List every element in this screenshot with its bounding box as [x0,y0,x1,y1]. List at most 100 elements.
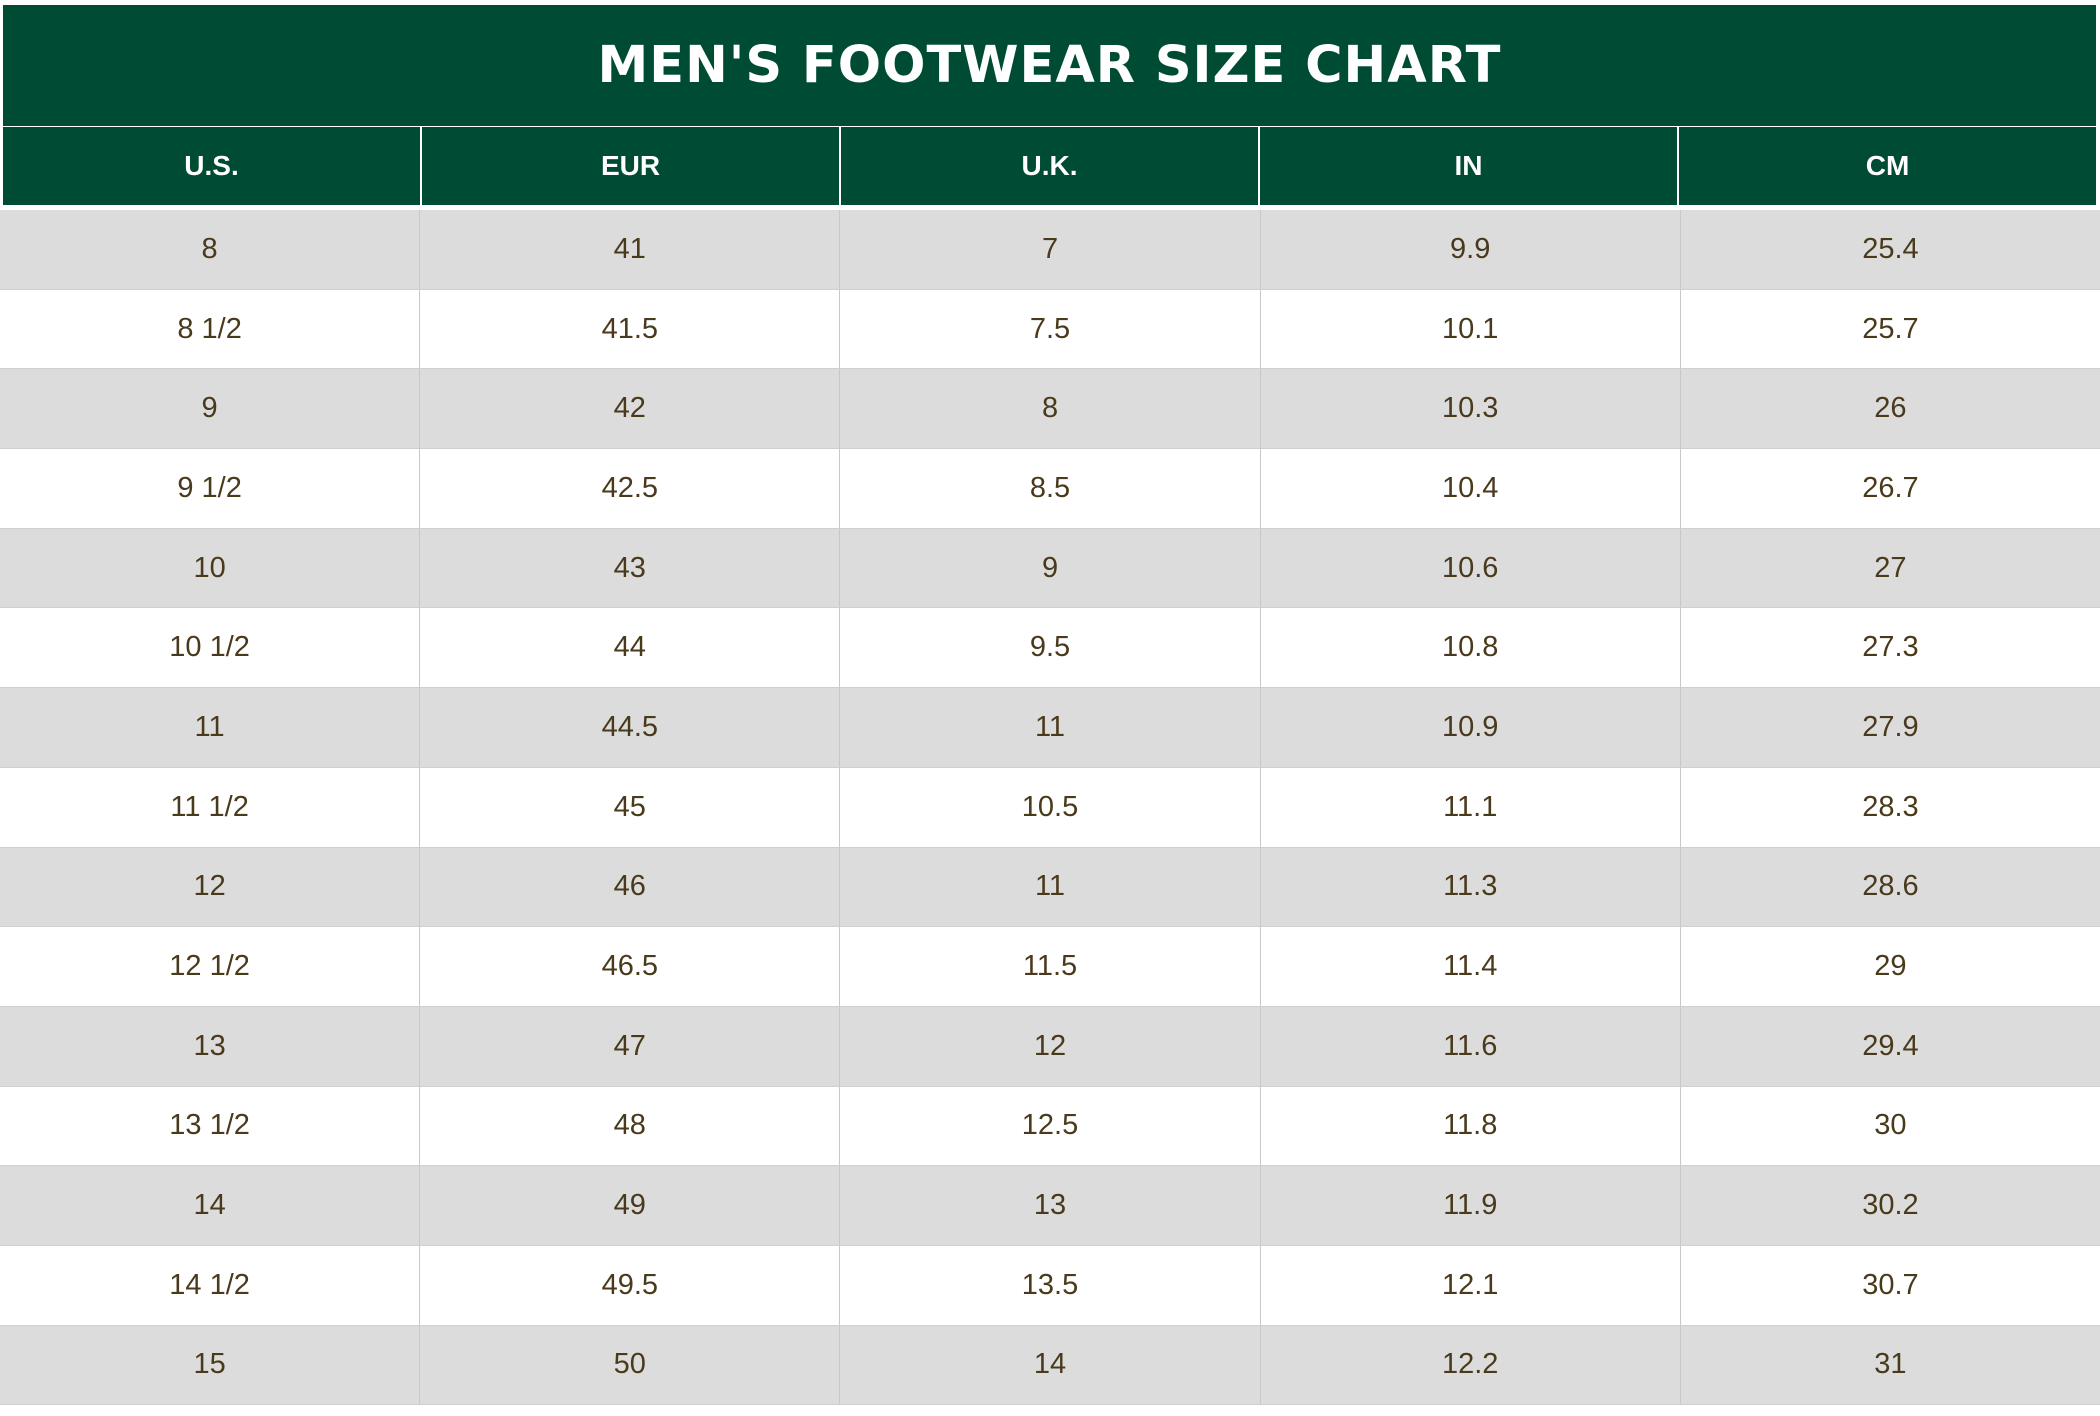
cell-value: 9 [201,392,218,425]
table-cell: 10.3 [1261,369,1681,449]
table-cell: 42 [420,369,841,449]
cell-value: 11.5 [1022,950,1078,983]
table-cell: 46 [420,847,841,927]
table-cell: 31 [1681,1326,2100,1405]
cell-value: 42.5 [601,471,659,504]
table-cell: 8.5 [840,449,1261,528]
table-cell: 13 1/2 [0,1086,421,1166]
cell-value: 10.3 [1441,392,1499,425]
cell-value: 27 [1874,551,1907,584]
cell-value: 41 [613,232,646,265]
table-cell: 30.2 [1681,1166,2100,1245]
column-header-label: CM [1865,150,1910,181]
table-cell: 9 [840,528,1261,608]
cell-value: 26.7 [1862,471,1919,504]
column-header-label: IN [1454,150,1483,181]
table-row: 8 1/2 41.5 7.5 10.1 25.7 [0,289,2100,370]
cell-value: 10.4 [1441,471,1499,504]
cell-value: 11.1 [1443,790,1498,823]
cell-value: 14 1/2 [169,1268,250,1301]
cell-value: 28.3 [1862,790,1919,823]
table-row: 14 49 13 11.9 30.2 [0,1166,2100,1246]
cell-value: 50 [613,1348,646,1381]
table-cell: 10.1 [1261,289,1681,369]
column-header-eur: EUR [422,127,841,205]
cell-value: 12.5 [1021,1109,1079,1142]
cell-value: 13.5 [1021,1268,1079,1301]
table-cell: 46.5 [420,927,841,1006]
cell-value: 10.9 [1441,710,1499,743]
table-cell: 44.5 [420,688,841,767]
table-cell: 41 [420,210,841,289]
table-row: 13 47 12 11.6 29.4 [0,1006,2100,1087]
cell-value: 29.4 [1862,1029,1919,1062]
table-row: 10 43 9 10.6 27 [0,528,2100,609]
table-cell: 12.5 [840,1086,1261,1166]
cell-value: 27.9 [1862,710,1919,743]
table-row: 12 1/2 46.5 11.5 11.4 29 [0,927,2100,1007]
table-cell: 11.6 [1261,1006,1681,1086]
cell-value: 31 [1874,1348,1907,1381]
table-cell: 8 [0,210,421,289]
table-cell: 49 [420,1166,841,1245]
cell-value: 13 1/2 [169,1109,250,1142]
cell-value: 15 [193,1348,226,1381]
table-row: 14 1/2 49.5 13.5 12.1 30.7 [0,1245,2100,1326]
cell-value: 11.4 [1443,950,1498,983]
cell-value: 45 [613,790,646,823]
cell-value: 9.5 [1029,631,1071,664]
cell-value: 12 [193,870,226,903]
table-row: 15 50 14 12.2 31 [0,1325,2100,1406]
cell-value: 11 1/2 [170,790,249,823]
table-row: 10 1/2 44 9.5 10.8 27.3 [0,608,2100,689]
table-cell: 47 [420,1006,841,1086]
cell-value: 11 [1034,710,1066,743]
cell-value: 26 [1874,392,1907,425]
table-cell: 12.2 [1261,1325,1681,1405]
table-cell: 9 1/2 [0,449,421,528]
cell-value: 10.1 [1441,312,1499,345]
cell-value: 43 [613,551,646,584]
table-cell: 43 [420,528,841,608]
table-cell: 27.3 [1681,608,2100,687]
table-cell: 11.4 [1261,927,1681,1006]
table-cell: 30.7 [1681,1246,2100,1325]
cell-value: 11.6 [1443,1029,1498,1062]
cell-value: 11.8 [1443,1109,1498,1142]
column-header-in: IN [1260,127,1679,205]
table-cell: 41.5 [420,289,841,369]
cell-value: 42 [613,392,646,425]
table-cell: 7 [840,210,1261,289]
table-cell: 10 [0,528,421,608]
table-cell: 11.3 [1261,847,1681,927]
table-cell: 26 [1681,369,2100,448]
table-cell: 13 [0,1006,421,1086]
table-cell: 12 [0,847,421,927]
cell-value: 28.6 [1862,870,1919,903]
cell-value: 11 [1034,870,1066,903]
table-cell: 29.4 [1681,1007,2100,1086]
table-cell: 12 [840,1006,1261,1086]
cell-value: 46 [613,870,646,903]
cell-value: 29 [1874,950,1907,983]
cell-value: 12.2 [1441,1348,1499,1381]
title-bar: MEN'S FOOTWEAR SIZE CHART [3,5,2096,126]
cell-value: 30.2 [1862,1189,1919,1222]
table-row: 13 1/2 48 12.5 11.8 30 [0,1086,2100,1167]
cell-value: 12.1 [1441,1268,1499,1301]
cell-value: 48 [613,1109,646,1142]
table-cell: 7.5 [840,289,1261,369]
table-cell: 11.9 [1261,1166,1681,1245]
table-body: 8 41 7 9.9 25.4 8 1/2 41.5 7.5 10.1 25.7 9 42 8 10.3 2… [0,210,2100,1406]
table-cell: 25.4 [1681,210,2100,289]
table-cell: 11.5 [840,927,1261,1006]
cell-value: 9 [1041,551,1059,584]
cell-value: 44.5 [601,710,659,743]
table-cell: 10.5 [840,767,1261,847]
cell-value: 11.3 [1443,870,1498,903]
cell-value: 49.5 [601,1268,659,1301]
cell-value: 9 1/2 [177,471,242,504]
cell-value: 10.6 [1441,551,1499,584]
column-header-cm: CM [1679,127,2096,205]
